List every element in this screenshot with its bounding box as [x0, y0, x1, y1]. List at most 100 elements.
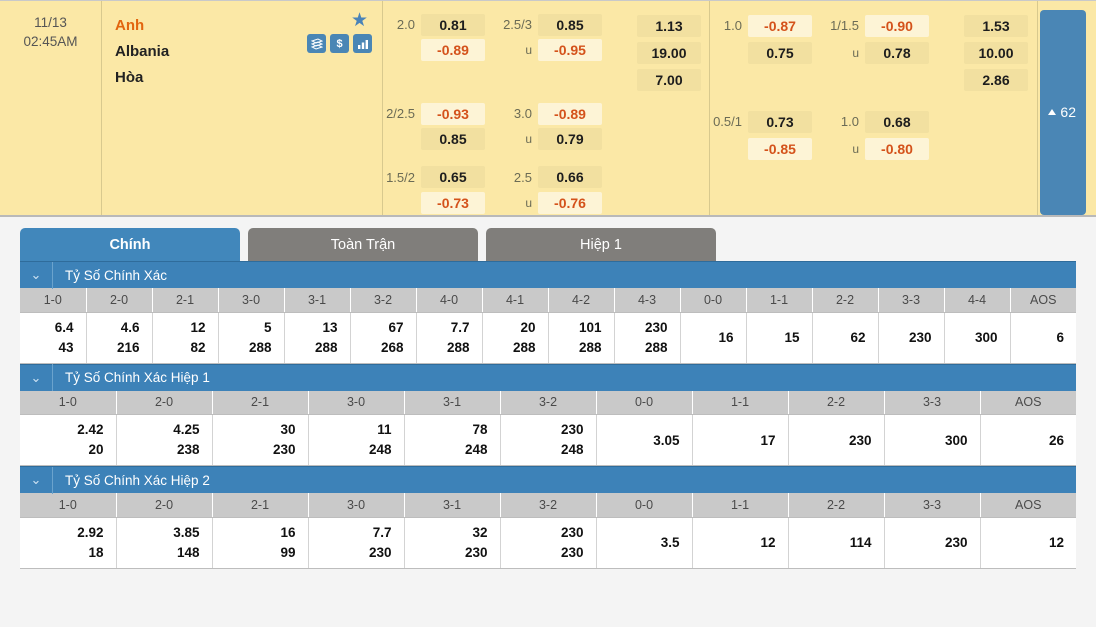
handicap-row[interactable]: 1.0 -0.87 [710, 12, 820, 39]
draw-label[interactable]: Hòa [115, 69, 144, 86]
score-cell-dual[interactable]: 5 288 [218, 312, 285, 364]
score-cell-dual[interactable]: 101 288 [548, 312, 615, 364]
overunder-row[interactable]: 2.5/3 0.85 [493, 12, 610, 37]
odds-value-primary[interactable]: 67 [388, 319, 404, 335]
score-cell-single[interactable]: 17 [692, 414, 789, 466]
handicap-away-odds[interactable]: -0.89 [421, 38, 485, 61]
overunder-row[interactable]: u -0.76 [493, 190, 610, 215]
score-cell-single[interactable]: 230 [788, 414, 885, 466]
handicap-row[interactable]: -0.85 [710, 135, 820, 162]
score-cell-single[interactable]: 300 [884, 414, 981, 466]
over-odds[interactable]: -0.89 [538, 102, 602, 125]
odds-value-primary[interactable]: 32 [472, 524, 488, 540]
score-cell-single[interactable]: 12 [980, 517, 1076, 569]
handicap-row[interactable]: 0.75 [710, 39, 820, 66]
stats-bar-chart-icon[interactable] [353, 34, 372, 53]
odds-value-secondary[interactable]: 238 [176, 442, 200, 457]
onextwo-row[interactable]: 7.00 [610, 66, 709, 93]
overunder-row[interactable]: u 0.79 [493, 126, 610, 151]
score-cell-single[interactable]: 230 [884, 517, 981, 569]
tab-hiep-1[interactable]: Hiệp 1 [486, 228, 716, 261]
onextwo-row[interactable]: 10.00 [937, 39, 1036, 66]
handicap-row[interactable]: 0.5/1 0.73 [710, 108, 820, 135]
odds-value-secondary[interactable]: 230 [560, 544, 584, 560]
handicap-home-odds[interactable]: -0.87 [748, 14, 812, 37]
odds-value-primary[interactable]: 7.7 [372, 524, 392, 540]
overunder-row[interactable]: 2.5 0.66 [493, 165, 610, 190]
score-cell-single[interactable]: 6 [1010, 312, 1076, 364]
overunder-row[interactable]: u -0.80 [820, 135, 937, 162]
onextwo-draw-odds[interactable]: 10.00 [964, 41, 1028, 64]
overunder-row[interactable]: 3.0 -0.89 [493, 101, 610, 126]
odds-value-secondary[interactable]: 216 [116, 339, 140, 355]
odds-value-secondary[interactable]: 248 [464, 442, 488, 457]
odds-value-primary[interactable]: 101 [578, 319, 602, 335]
section-header-correct-score-h2[interactable]: ⌄ Tỷ Số Chính Xác Hiệp 2 [20, 466, 1076, 494]
score-cell-single[interactable]: 230 [878, 312, 945, 364]
cash-out-icon[interactable]: $ [330, 34, 349, 53]
onextwo-row[interactable]: 1.53 [937, 12, 1036, 39]
overunder-row[interactable]: u 0.78 [820, 39, 937, 66]
score-cell-single[interactable]: 26 [980, 414, 1076, 466]
odds-value-primary[interactable]: 13 [322, 319, 338, 335]
odds-value-primary[interactable]: 78 [472, 422, 488, 437]
status-badge[interactable]: 62 [1040, 10, 1086, 215]
over-odds[interactable]: 0.85 [538, 13, 602, 36]
odds-value-secondary[interactable]: 288 [644, 339, 668, 355]
handicap-away-odds[interactable]: -0.73 [421, 191, 485, 214]
score-cell-single[interactable]: 300 [944, 312, 1011, 364]
score-cell-dual[interactable]: 4.6 216 [86, 312, 153, 364]
overunder-row[interactable]: 1.0 0.68 [820, 108, 937, 135]
odds-value-primary[interactable]: 2.42 [77, 422, 104, 437]
over-odds[interactable]: 0.66 [538, 166, 602, 189]
handicap-home-odds[interactable]: 0.65 [421, 166, 485, 189]
odds-value-secondary[interactable]: 43 [58, 339, 74, 355]
odds-value-secondary[interactable]: 18 [88, 544, 104, 560]
section-header-correct-score[interactable]: ⌄ Tỷ Số Chính Xác [20, 261, 1076, 289]
score-cell-single[interactable]: 3.5 [596, 517, 693, 569]
onextwo-away-odds[interactable]: 7.00 [637, 68, 701, 91]
onextwo-home-odds[interactable]: 1.53 [964, 14, 1028, 37]
chevron-down-icon[interactable]: ⌄ [30, 267, 42, 282]
score-cell-dual[interactable]: 2.92 18 [20, 517, 117, 569]
score-cell-single[interactable]: 62 [812, 312, 879, 364]
odds-value-secondary[interactable]: 288 [248, 339, 272, 355]
odds-value-primary[interactable]: 30 [280, 422, 296, 437]
handicap-away-odds[interactable]: 0.75 [748, 41, 812, 64]
odds-value-primary[interactable]: 5 [263, 319, 272, 335]
odds-value-secondary[interactable]: 248 [560, 442, 584, 457]
over-odds[interactable]: -0.90 [865, 14, 929, 37]
onextwo-row[interactable]: 19.00 [610, 39, 709, 66]
score-cell-dual[interactable]: 32 230 [404, 517, 501, 569]
score-cell-dual[interactable]: 67 268 [350, 312, 417, 364]
handicap-away-odds[interactable]: -0.85 [748, 137, 812, 160]
score-cell-single[interactable]: 3.05 [596, 414, 693, 466]
section-header-correct-score-h1[interactable]: ⌄ Tỷ Số Chính Xác Hiệp 1 [20, 363, 1076, 391]
score-cell-dual[interactable]: 7.7 230 [308, 517, 405, 569]
odds-value-secondary[interactable]: 288 [578, 339, 602, 355]
onextwo-home-odds[interactable]: 1.13 [637, 14, 701, 37]
score-cell-dual[interactable]: 4.25 238 [116, 414, 213, 466]
handicap-home-odds[interactable]: 0.81 [421, 13, 485, 36]
odds-value-primary[interactable]: 230 [644, 319, 668, 335]
over-odds[interactable]: 0.68 [865, 110, 929, 133]
handicap-row[interactable]: 1.5/2 0.65 [383, 165, 493, 190]
star-icon[interactable]: ★ [350, 10, 368, 31]
odds-value-secondary[interactable]: 99 [280, 544, 296, 560]
handicap-away-odds[interactable]: 0.85 [421, 127, 485, 150]
onextwo-row[interactable]: 1.13 [610, 12, 709, 39]
odds-value-primary[interactable]: 230 [560, 524, 584, 540]
score-cell-dual[interactable]: 12 82 [152, 312, 219, 364]
odds-value-secondary[interactable]: 230 [464, 544, 488, 560]
handicap-home-odds[interactable]: -0.93 [421, 102, 485, 125]
score-cell-dual[interactable]: 3.85 148 [116, 517, 213, 569]
score-cell-dual[interactable]: 7.7 288 [416, 312, 483, 364]
score-cell-dual[interactable]: 230 230 [500, 517, 597, 569]
team-away[interactable]: Albania [115, 43, 170, 60]
overunder-row[interactable]: u -0.95 [493, 37, 610, 62]
score-cell-dual[interactable]: 13 288 [284, 312, 351, 364]
odds-value-primary[interactable]: 6.4 [54, 319, 74, 335]
under-odds[interactable]: 0.79 [538, 127, 602, 150]
score-cell-single[interactable]: 16 [680, 312, 747, 364]
odds-value-primary[interactable]: 12 [190, 319, 206, 335]
